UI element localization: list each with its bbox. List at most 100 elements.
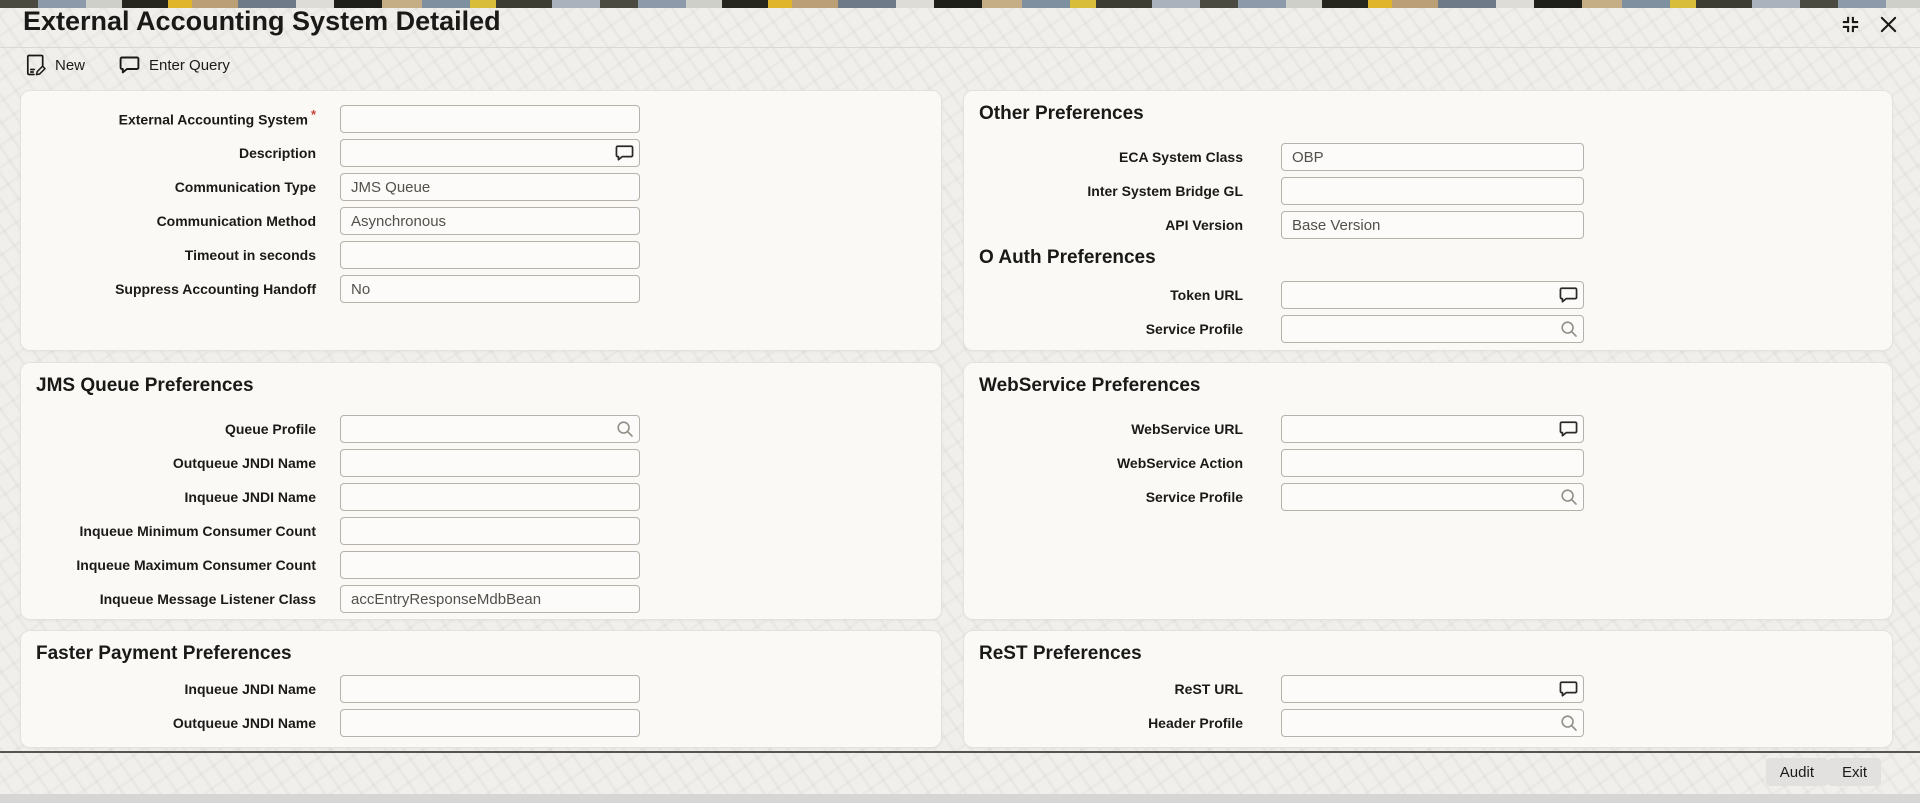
form-row: External Accounting System * bbox=[21, 105, 941, 133]
faster-payment-preferences-heading: Faster Payment Preferences bbox=[36, 643, 292, 664]
suppress-accounting-handoff-label: Suppress Accounting Handoff bbox=[115, 281, 316, 297]
jms-queue-preferences-rows: Queue Profile Outqueue JNDI Name Inqueue J… bbox=[21, 415, 941, 613]
oauth-preferences-heading: O Auth Preferences bbox=[979, 247, 1156, 268]
inqueue-jndi-name-input[interactable] bbox=[340, 483, 640, 511]
timeout-in-seconds-label: Timeout in seconds bbox=[184, 247, 316, 263]
form-row: WebService URL bbox=[964, 415, 1892, 443]
description-input[interactable] bbox=[340, 139, 640, 167]
form-row: Description bbox=[21, 139, 941, 167]
jms-queue-preferences-panel: JMS Queue Preferences Queue Profile Outqu… bbox=[20, 362, 942, 620]
inqueue-minimum-consumer-count-label: Inqueue Minimum Consumer Count bbox=[79, 523, 316, 539]
service-profile-input[interactable] bbox=[1281, 315, 1584, 343]
search-icon[interactable] bbox=[1560, 714, 1578, 732]
inter-system-bridge-gl-label: Inter System Bridge GL bbox=[1087, 183, 1243, 199]
outqueue-jndi-name-input[interactable] bbox=[340, 709, 640, 737]
external-accounting-system-input[interactable] bbox=[340, 105, 640, 133]
timeout-in-seconds-input[interactable] bbox=[340, 241, 640, 269]
resize-icon[interactable] bbox=[1838, 12, 1862, 36]
search-icon[interactable] bbox=[1560, 488, 1578, 506]
form-row: Communication Type JMS Queue bbox=[21, 173, 941, 201]
rest-preferences-panel: ReST Preferences ReST URL Header Profile bbox=[963, 630, 1893, 748]
api-version-input[interactable]: Base Version bbox=[1281, 211, 1584, 239]
enter-query-button-label: Enter Query bbox=[149, 56, 230, 74]
search-icon[interactable] bbox=[616, 420, 634, 438]
main-panel: External Accounting System * Description Co… bbox=[20, 90, 942, 351]
close-icon[interactable] bbox=[1876, 12, 1900, 36]
inqueue-maximum-consumer-count-input[interactable] bbox=[340, 551, 640, 579]
service-profile-input[interactable] bbox=[1281, 483, 1584, 511]
form-row: Timeout in seconds bbox=[21, 241, 941, 269]
queue-profile-label: Queue Profile bbox=[224, 421, 316, 437]
form-row: ReST URL bbox=[964, 675, 1892, 703]
webservice-url-label: WebService URL bbox=[1131, 421, 1243, 437]
outqueue-jndi-name-input[interactable] bbox=[340, 449, 640, 477]
communication-type-input[interactable]: JMS Queue bbox=[340, 173, 640, 201]
webservice-action-label: WebService Action bbox=[1116, 455, 1243, 471]
form-row: Service Profile bbox=[964, 315, 1892, 343]
rest-url-input[interactable] bbox=[1281, 675, 1584, 703]
form-row: Service Profile bbox=[964, 483, 1892, 511]
form-row: Header Profile bbox=[964, 709, 1892, 737]
faster-payment-preferences-panel: Faster Payment Preferences Inqueue JNDI … bbox=[20, 630, 942, 748]
service-profile-label: Service Profile bbox=[1145, 489, 1243, 505]
inqueue-message-listener-class-label: Inqueue Message Listener Class bbox=[99, 591, 316, 607]
service-profile-label: Service Profile bbox=[1145, 321, 1243, 337]
form-row: Suppress Accounting Handoff No bbox=[21, 275, 941, 303]
api-version-label: API Version bbox=[1165, 217, 1243, 233]
inqueue-minimum-consumer-count-input[interactable] bbox=[340, 517, 640, 545]
comment-icon[interactable] bbox=[615, 145, 634, 162]
inqueue-message-listener-class-input[interactable]: accEntryResponseMdbBean bbox=[340, 585, 640, 613]
form-row: Outqueue JNDI Name bbox=[21, 709, 941, 737]
oauth-preferences-rows: Token URL Service Profile bbox=[964, 281, 1892, 343]
inqueue-maximum-consumer-count-label: Inqueue Maximum Consumer Count bbox=[76, 557, 316, 573]
queue-profile-input[interactable] bbox=[340, 415, 640, 443]
suppress-accounting-handoff-input[interactable]: No bbox=[340, 275, 640, 303]
form-row: ECA System Class OBP bbox=[964, 143, 1892, 171]
bottom-strip bbox=[0, 794, 1920, 803]
form-row: Queue Profile bbox=[21, 415, 941, 443]
communication-type-value: JMS Queue bbox=[351, 178, 431, 196]
new-button-label: New bbox=[55, 56, 86, 74]
inqueue-message-listener-class-value: accEntryResponseMdbBean bbox=[351, 590, 542, 608]
outqueue-jndi-name-label: Outqueue JNDI Name bbox=[172, 715, 316, 731]
required-asterisk: * bbox=[310, 107, 316, 123]
header-profile-input[interactable] bbox=[1281, 709, 1584, 737]
page-title: External Accounting System Detailed bbox=[23, 6, 501, 36]
token-url-label: Token URL bbox=[1170, 287, 1243, 303]
eca-system-class-input[interactable]: OBP bbox=[1281, 143, 1584, 171]
form-row: Inqueue Maximum Consumer Count bbox=[21, 551, 941, 579]
communication-method-input[interactable]: Asynchronous bbox=[340, 207, 640, 235]
form-row: Inqueue JNDI Name bbox=[21, 675, 941, 703]
communication-type-label: Communication Type bbox=[174, 179, 316, 195]
other-preferences-panel: Other Preferences ECA System Class OBP Int… bbox=[963, 90, 1893, 351]
form-row: Inqueue Minimum Consumer Count bbox=[21, 517, 941, 545]
token-url-input[interactable] bbox=[1281, 281, 1584, 309]
webservice-preferences-rows: WebService URL WebService Action Service P… bbox=[964, 415, 1892, 511]
inqueue-jndi-name-input[interactable] bbox=[340, 675, 640, 703]
eca-system-class-label: ECA System Class bbox=[1119, 149, 1243, 165]
enter-query-button[interactable]: Enter Query bbox=[119, 56, 230, 74]
comment-icon bbox=[119, 56, 140, 74]
webservice-url-input[interactable] bbox=[1281, 415, 1584, 443]
webservice-action-input[interactable] bbox=[1281, 449, 1584, 477]
faster-payment-preferences-rows: Inqueue JNDI Name Outqueue JNDI Name bbox=[21, 675, 941, 737]
new-button[interactable]: New bbox=[26, 54, 85, 77]
comment-icon[interactable] bbox=[1559, 421, 1578, 438]
rest-preferences-rows: ReST URL Header Profile bbox=[964, 675, 1892, 737]
jms-queue-preferences-heading: JMS Queue Preferences bbox=[36, 375, 254, 396]
audit-button[interactable]: Audit bbox=[1765, 758, 1828, 786]
inter-system-bridge-gl-input[interactable] bbox=[1281, 177, 1584, 205]
exit-button[interactable]: Exit bbox=[1827, 758, 1881, 786]
form-row: Token URL bbox=[964, 281, 1892, 309]
communication-method-label: Communication Method bbox=[156, 213, 316, 229]
form-row: WebService Action bbox=[964, 449, 1892, 477]
form-row: Inqueue Message Listener Class accEntryRe… bbox=[21, 585, 941, 613]
form-row: API Version Base Version bbox=[964, 211, 1892, 239]
search-icon[interactable] bbox=[1560, 320, 1578, 338]
footer-divider bbox=[0, 751, 1920, 753]
form-row: Communication Method Asynchronous bbox=[21, 207, 941, 235]
api-version-value: Base Version bbox=[1292, 216, 1381, 234]
comment-icon[interactable] bbox=[1559, 287, 1578, 304]
comment-icon[interactable] bbox=[1559, 681, 1578, 698]
form-row: Inqueue JNDI Name bbox=[21, 483, 941, 511]
